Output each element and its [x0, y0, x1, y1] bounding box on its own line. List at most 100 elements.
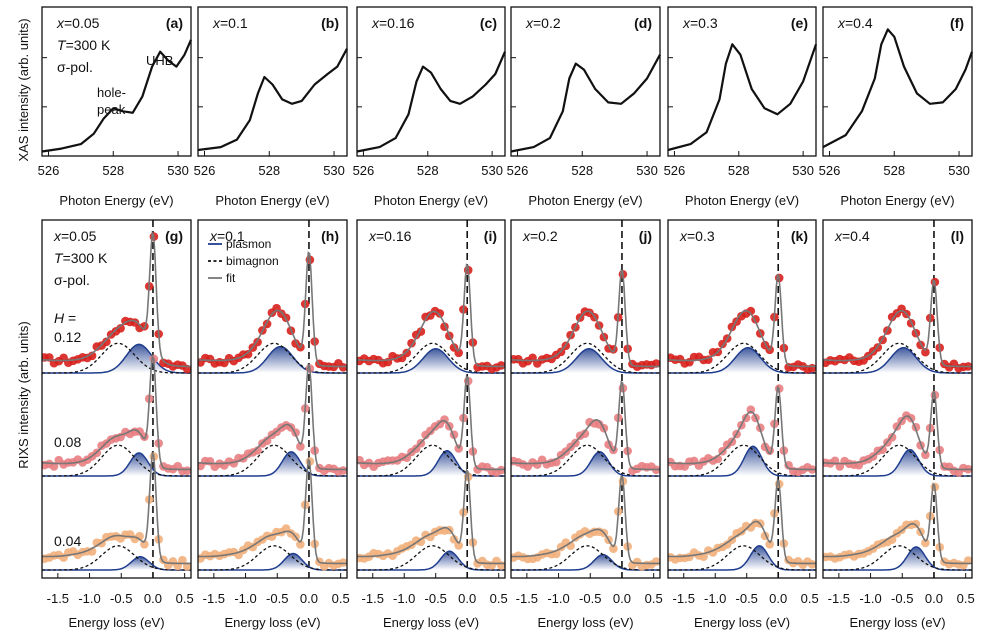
rixs-xlabel: Energy loss (eV): [694, 615, 790, 630]
xas-xtick-label: 528: [258, 163, 280, 178]
plasmon-fill: [823, 449, 972, 476]
plasmon-fill: [668, 347, 816, 373]
rixs-frame: [510, 219, 661, 579]
xas-xtick-label: 528: [883, 163, 905, 178]
xas-panel: 526 528 530 x=0.4 (f) Photon Energy (eV): [819, 6, 974, 208]
data-point: [807, 560, 816, 569]
rixs-xtick-label: 0.0: [458, 591, 476, 606]
xas-xtick-label: 530: [481, 163, 503, 178]
rixs-xtick-label: -1.0: [78, 591, 100, 606]
xas-curve: [41, 39, 193, 153]
xas-frame: [41, 6, 192, 157]
data-point: [746, 306, 756, 316]
h-value-004: 0.04: [54, 533, 81, 549]
bimagnon-curve: [42, 342, 191, 374]
xas-panel: 526 528 530 x=0.3 (e) Photon Energy (eV): [664, 6, 818, 208]
xas-xtick-label: 530: [636, 163, 658, 178]
data-point: [580, 429, 590, 439]
rixs-xtick-label: -1.5: [47, 591, 69, 606]
data-point: [243, 349, 253, 359]
annotation-peak: peak: [97, 102, 126, 117]
plasmon-fill: [357, 348, 505, 373]
rixs-plot-area: [511, 220, 660, 578]
rixs-ylabel: RIXS intensity (arb. units): [16, 321, 31, 468]
bimagnon-curve: [668, 444, 816, 477]
data-point: [807, 363, 816, 373]
data-point: [338, 363, 347, 372]
xas-frame: [667, 6, 817, 157]
xas-frame: [822, 6, 973, 157]
xas-xlabel: Photon Energy (eV): [685, 193, 799, 208]
rixs-xtick-label: -1.0: [547, 591, 569, 606]
panel-x-label: x=0.16: [371, 15, 415, 31]
rixs-frame: [41, 219, 192, 579]
panel-x-label: x=0.2: [522, 228, 558, 244]
data-point: [435, 309, 445, 318]
fit-curve: [198, 457, 347, 565]
rixs-xtick-label: 0.0: [613, 591, 631, 606]
data-point: [116, 324, 125, 333]
rixs-xtick-label: 0.5: [332, 591, 350, 606]
xas-xtick-label: 528: [571, 163, 593, 178]
panel-tag: (i): [484, 228, 497, 244]
panel-tag: (e): [791, 15, 808, 31]
xas-curve: [822, 28, 974, 149]
bimagnon-curve: [823, 444, 972, 477]
rixs-xtick-label: 0.0: [769, 591, 787, 606]
data-point: [402, 348, 412, 358]
xas-xlabel: Photon Energy (eV): [528, 193, 642, 208]
data-point: [609, 544, 618, 553]
rixs-xtick-label: -1.5: [516, 591, 538, 606]
rixs-xtick-label: -0.5: [425, 591, 447, 606]
rixs-frame: [356, 219, 506, 579]
bimagnon-curve: [511, 342, 660, 374]
data-point: [102, 337, 111, 347]
xas-panel: 526 528 530 x=0.16 (c) Photon Energy (eV): [353, 6, 507, 208]
fit-curve: [198, 363, 347, 471]
bimagnon-curve: [42, 545, 191, 571]
data-point: [87, 351, 97, 361]
fit-curve: [357, 263, 505, 368]
data-point: [878, 445, 887, 455]
xas-xtick-label: 526: [819, 163, 841, 178]
xas-xtick-label: 526: [664, 163, 686, 178]
data-point: [296, 540, 305, 549]
panel-x-label: x=0.3: [679, 228, 715, 244]
data-point: [765, 540, 774, 549]
data-point: [253, 446, 262, 455]
data-point: [338, 466, 347, 475]
data-point: [416, 537, 426, 547]
data-point: [262, 436, 272, 446]
panel-tag: (g): [165, 228, 183, 244]
panel-x-label: x=0.2: [525, 15, 561, 31]
rixs-panel: -1.5 -1.0 -0.5 0.0 0.5 x=0.1 (h) Energy loss (e…: [197, 219, 350, 630]
h-value-012: 0.12: [54, 329, 81, 345]
panel-tag: (h): [321, 228, 339, 244]
xas-ylabel: XAS intensity (arb. units): [16, 18, 31, 161]
data-point: [921, 347, 930, 357]
rixs-panel: -1.5 -1.0 -0.5 0.0 0.5 x=0.05 (g) Energy loss (…: [41, 219, 194, 630]
panel-tag: (k): [791, 228, 808, 244]
rixs-frame: [667, 219, 817, 579]
bimagnon-curve: [823, 545, 972, 571]
xas-xtick-label: 526: [507, 163, 529, 178]
rixs-xtick-label: 0.0: [144, 591, 162, 606]
h-value-008: 0.08: [54, 434, 81, 450]
rixs-panel: -1.5 -1.0 -0.5 0.0 0.5 x=0.16 (i) Energy loss (…: [356, 219, 508, 630]
rixs-xtick-label: -1.5: [673, 591, 695, 606]
panel-x-label: x=0.4: [837, 15, 873, 31]
xas-xtick-label: 530: [167, 163, 189, 178]
panel-tag: (b): [321, 15, 339, 31]
rixs-xtick-label: -1.0: [393, 591, 415, 606]
rixs-xtick-label: -1.5: [828, 591, 850, 606]
rixs-xtick-label: -0.5: [579, 591, 601, 606]
fit-curve: [823, 278, 972, 368]
data-point: [911, 519, 921, 529]
panel-tag: (l): [951, 228, 964, 244]
rixs-plot-area: [42, 220, 191, 578]
fit-curve: [198, 251, 347, 368]
panel-tag: (f): [950, 15, 964, 31]
rixs-xtick-label: 0.5: [490, 591, 508, 606]
data-point: [496, 361, 505, 370]
xas-panel: 526 528 530 x=0.2 (d) Photon Energy (eV): [507, 6, 661, 208]
